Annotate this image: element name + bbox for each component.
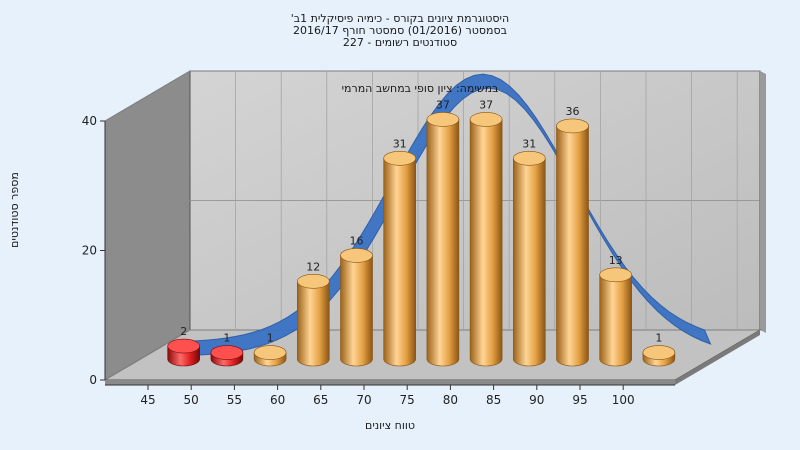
chart-title-line-2: בסמסטר (01/2016) סמסטר חורף 2016/17 xyxy=(293,24,507,37)
bar-top xyxy=(512,150,546,166)
bar-top xyxy=(253,345,287,360)
bar-value-label: 31 xyxy=(393,137,407,150)
bar-top xyxy=(642,345,676,360)
bar-top xyxy=(296,273,330,289)
bar-top xyxy=(599,267,633,283)
x-tick-label: 80 xyxy=(443,393,458,407)
y-tick-label: 40 xyxy=(82,114,97,128)
x-tick-label: 50 xyxy=(184,393,199,407)
bar-top xyxy=(167,338,200,354)
x-tick-label: 100 xyxy=(612,393,635,407)
bar xyxy=(340,255,373,367)
gridline xyxy=(104,70,760,122)
bar xyxy=(469,119,503,367)
bar-value-label: 1 xyxy=(655,332,662,345)
y-tick-label: 20 xyxy=(82,244,97,258)
x-tick-label: 95 xyxy=(572,393,587,407)
bar-value-label: 2 xyxy=(180,325,187,338)
x-tick-label: 75 xyxy=(400,393,415,407)
x-tick-label: 85 xyxy=(486,393,501,407)
chart-annotation: במשימה: ציון סופי במחשב המרמי xyxy=(341,82,499,95)
bar-value-label: 16 xyxy=(350,234,364,247)
bar-value-label: 12 xyxy=(306,260,320,273)
bar-value-label: 36 xyxy=(566,105,580,118)
bar-top xyxy=(426,112,460,127)
bar xyxy=(383,157,416,367)
bar-value-label: 1 xyxy=(223,332,230,345)
chart-title-line-3: סטודנטים רשומים - 227 xyxy=(342,36,458,49)
floor-edge-side xyxy=(675,330,760,385)
x-tick-label: 55 xyxy=(227,393,242,407)
x-tick-label: 90 xyxy=(529,393,544,407)
bar xyxy=(556,125,589,367)
bar-top xyxy=(469,112,503,127)
y-axis-label: מספר סטודנטים xyxy=(8,172,21,248)
bar-top xyxy=(383,150,417,166)
x-axis-label: טווח ציונים xyxy=(365,419,415,432)
bar xyxy=(426,119,460,367)
bar-top xyxy=(556,118,589,134)
bar xyxy=(513,157,546,367)
bar-value-label: 37 xyxy=(479,98,493,111)
x-tick-label: 65 xyxy=(313,393,328,407)
x-tick-label: 45 xyxy=(140,393,155,407)
bar xyxy=(599,274,632,367)
bar xyxy=(297,281,330,367)
y-tick-label: 0 xyxy=(89,373,97,387)
chart-title-line-1: היסטוגרמת ציונים בקורס - כימיה פיסיקלית … xyxy=(290,12,510,25)
x-tick-label: 60 xyxy=(270,393,285,407)
back-wall-edge xyxy=(760,71,766,333)
bar-value-label: 37 xyxy=(436,98,450,111)
bar-value-label: 1 xyxy=(267,332,274,345)
bar-top xyxy=(210,345,244,360)
bar-top xyxy=(340,248,373,263)
x-tick-label: 70 xyxy=(356,393,371,407)
bar-value-label: 13 xyxy=(609,254,623,267)
floor-edge xyxy=(105,380,675,385)
bar-value-label: 31 xyxy=(522,137,536,150)
